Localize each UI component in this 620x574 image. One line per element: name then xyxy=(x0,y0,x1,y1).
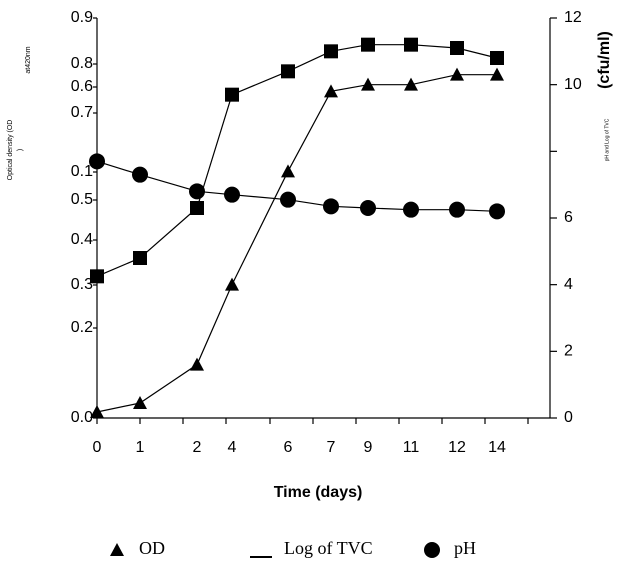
legend: OD Log of TVC pH xyxy=(110,538,476,558)
y-tick-label: 0.8 xyxy=(71,55,93,72)
y-axis-title-sub: at420nm xyxy=(25,46,32,73)
y2-axis-title: (cfu/ml) xyxy=(596,31,613,89)
y-tick-label: 0.6 xyxy=(71,78,93,95)
legend-label: OD xyxy=(139,538,165,558)
y-tick-label: 0.2 xyxy=(71,319,93,336)
y-tick-label: 0.7 xyxy=(71,104,93,121)
circle-marker xyxy=(424,542,440,558)
triangle-marker xyxy=(361,77,375,91)
x-tick-label: 12 xyxy=(448,439,466,456)
x-axis-title: Time (days) xyxy=(274,484,363,501)
square-marker xyxy=(133,251,147,265)
circle-marker xyxy=(360,200,376,216)
y-tick-label: 0.0 xyxy=(71,409,93,426)
y-tick-label: 0.4 xyxy=(71,231,93,248)
circle-marker xyxy=(224,186,240,203)
square-marker xyxy=(190,201,204,215)
circle-marker xyxy=(189,183,205,200)
series-line xyxy=(96,44,498,277)
y2-tick-label: 6 xyxy=(564,209,573,226)
y2-tick-label: 4 xyxy=(564,276,573,293)
square-marker xyxy=(361,37,375,52)
y-tick-label: 0.3 xyxy=(71,276,93,293)
square-marker xyxy=(490,51,504,65)
circle-marker xyxy=(403,201,419,218)
y2-tick-label: 2 xyxy=(564,343,573,360)
y2-tick-label: 0 xyxy=(564,409,573,426)
x-tick-label: 7 xyxy=(327,439,336,456)
x-tick-label: 1 xyxy=(136,439,145,456)
y-axis-title: Optical density (OD xyxy=(7,120,14,181)
x-tick-label: 9 xyxy=(364,439,373,456)
square-marker xyxy=(281,64,295,79)
triangle-marker xyxy=(450,67,464,81)
y-tick-label: 0.5 xyxy=(71,191,93,208)
triangle-marker xyxy=(324,84,338,98)
legend-label: Log of TVC xyxy=(284,538,373,558)
x-tick-label: 6 xyxy=(284,439,293,456)
circle-marker xyxy=(323,198,339,215)
triangle-marker xyxy=(225,277,239,291)
square-marker xyxy=(225,87,239,102)
square-marker xyxy=(450,41,464,55)
circle-marker xyxy=(89,153,105,170)
circle-marker xyxy=(449,201,465,218)
series-line xyxy=(96,160,498,212)
x-tick-label: 11 xyxy=(403,439,420,456)
y-tick-label: 0.1 xyxy=(71,163,93,180)
x-tick-label: 4 xyxy=(228,439,237,456)
triangle-marker xyxy=(190,357,204,371)
circle-marker xyxy=(489,203,505,220)
circle-marker xyxy=(280,191,296,208)
triangle-marker xyxy=(281,164,295,178)
legend-label: pH xyxy=(454,538,476,558)
triangle-marker xyxy=(110,543,124,556)
x-tick-label: 14 xyxy=(488,439,506,456)
y2-tick-label: 10 xyxy=(564,76,582,93)
triangle-marker xyxy=(490,67,504,81)
series-line xyxy=(96,74,497,413)
y2-tick-label: 12 xyxy=(564,9,582,26)
triangle-marker xyxy=(90,405,104,418)
square-marker xyxy=(324,44,338,59)
y2-axis-title-small: pH and Log of TVC xyxy=(604,118,610,161)
circle-marker xyxy=(132,166,148,183)
x-tick-label: 0 xyxy=(93,439,102,456)
triangle-marker xyxy=(133,396,147,409)
square-marker xyxy=(404,37,418,52)
square-marker xyxy=(90,269,104,284)
y-tick-label: 0.9 xyxy=(71,9,93,26)
y-axis-title-end: ) xyxy=(17,149,24,151)
triangle-marker xyxy=(404,77,418,91)
x-tick-label: 2 xyxy=(193,439,202,456)
